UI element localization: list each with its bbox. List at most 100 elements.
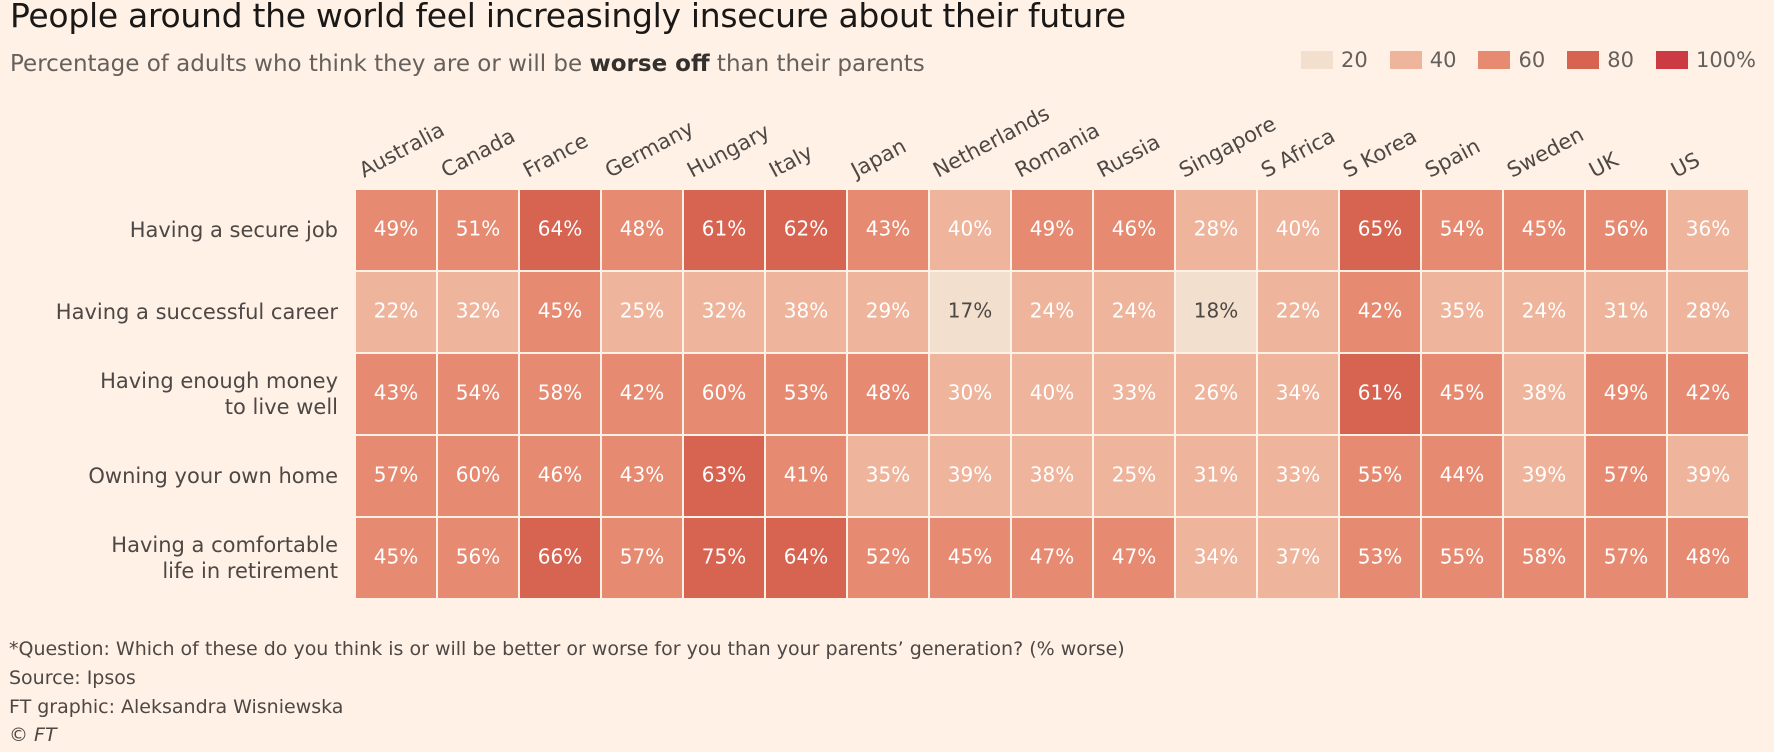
cell-value: 45% (374, 545, 418, 569)
cell-value: 64% (784, 545, 828, 569)
cell-value: 62% (784, 217, 828, 241)
heatmap-cell (766, 354, 846, 434)
heatmap-cell (1176, 518, 1256, 598)
heatmap-cell (602, 190, 682, 270)
heatmap-cell (520, 518, 600, 598)
cell-value: 48% (1686, 545, 1730, 569)
heatmap-cell (356, 190, 436, 270)
legend-swatch (1655, 51, 1688, 69)
cell-value: 25% (620, 299, 664, 323)
cell-value: 49% (374, 217, 418, 241)
column-label: Italy (765, 140, 816, 183)
cell-value: 18% (1194, 299, 1238, 323)
cell-value: 54% (1440, 217, 1484, 241)
row-label: life in retirement (162, 559, 338, 583)
column-label: Spain (1421, 134, 1484, 183)
cell-value: 32% (702, 299, 746, 323)
heatmap-cell (1668, 272, 1748, 352)
subtitle-emphasis: worse off (589, 51, 710, 77)
cell-value: 17% (948, 299, 992, 323)
cell-value: 38% (1522, 381, 1566, 405)
heatmap-cell (602, 518, 682, 598)
heatmap-cell (1012, 518, 1092, 598)
column-label: UK (1585, 147, 1623, 182)
cell-value: 60% (456, 463, 500, 487)
cell-value: 40% (1276, 217, 1320, 241)
heatmap-cell (1668, 354, 1748, 434)
column-label: Germany (601, 116, 697, 183)
cell-value: 57% (1604, 545, 1648, 569)
cell-value: 26% (1194, 381, 1238, 405)
cell-value: 58% (1522, 545, 1566, 569)
heatmap-cell (1504, 436, 1584, 516)
heatmap-cell (356, 518, 436, 598)
heatmap-cell (1504, 272, 1584, 352)
legend-item: 80 (1567, 48, 1634, 72)
heatmap-cell (684, 354, 764, 434)
cell-value: 40% (1030, 381, 1074, 405)
footnote-question: *Question: Which of these do you think i… (9, 638, 1125, 660)
cell-value: 24% (1112, 299, 1156, 323)
heatmap-cell (1668, 518, 1748, 598)
cell-value: 44% (1440, 463, 1484, 487)
cell-value: 47% (1030, 545, 1074, 569)
cell-value: 38% (1030, 463, 1074, 487)
heatmap-cell (1176, 190, 1256, 270)
cell-value: 42% (620, 381, 664, 405)
heatmap-cell (520, 272, 600, 352)
heatmap-cell (1422, 518, 1502, 598)
cell-value: 46% (1112, 217, 1156, 241)
heatmap-cell (1422, 190, 1502, 270)
cell-value: 51% (456, 217, 500, 241)
heatmap-cell (684, 518, 764, 598)
heatmap-cell (356, 354, 436, 434)
row-label: Having enough money (100, 369, 338, 393)
cell-value: 54% (456, 381, 500, 405)
row-label: to live well (225, 395, 338, 419)
cell-value: 35% (866, 463, 910, 487)
heatmap-cell (1094, 272, 1174, 352)
heatmap-cell (438, 436, 518, 516)
footnote-source: Source: Ipsos (9, 667, 136, 689)
heatmap-cell (1504, 518, 1584, 598)
legend-item: 40 (1389, 48, 1457, 72)
cell-value: 46% (538, 463, 582, 487)
heatmap-cell (1504, 354, 1584, 434)
heatmap-cell (848, 190, 928, 270)
heatmap-cell (1586, 354, 1666, 434)
legend-label: 20 (1341, 48, 1368, 72)
heatmap-cell (930, 436, 1010, 516)
cell-value: 28% (1686, 299, 1730, 323)
heatmap-cell (520, 190, 600, 270)
cell-value: 34% (1194, 545, 1238, 569)
cell-value: 45% (538, 299, 582, 323)
heatmap-cell (602, 272, 682, 352)
cell-value: 24% (1522, 299, 1566, 323)
chart-title: People around the world feel increasingl… (10, 0, 1126, 35)
heatmap-cell (1258, 518, 1338, 598)
chart-subtitle: Percentage of adults who think they are … (10, 51, 925, 77)
cell-value: 31% (1604, 299, 1648, 323)
heatmap-cell (1012, 436, 1092, 516)
legend-label: 40 (1429, 48, 1457, 72)
cell-value: 28% (1194, 217, 1238, 241)
heatmap-cell (848, 436, 928, 516)
cell-value: 47% (1112, 545, 1156, 569)
cell-value: 52% (866, 545, 910, 569)
heatmap-cell (520, 354, 600, 434)
cell-value: 40% (948, 217, 992, 241)
heatmap-cell (1012, 354, 1092, 434)
cell-value: 58% (538, 381, 582, 405)
heatmap-cell (766, 436, 846, 516)
heatmap-cell (766, 190, 846, 270)
row-label: Having a successful career (56, 300, 339, 324)
heatmap-cell (1258, 436, 1338, 516)
column-label: Russia (1093, 130, 1164, 183)
cell-value: 24% (1030, 299, 1074, 323)
column-label: US (1667, 148, 1704, 183)
legend-item: 100% (1655, 48, 1756, 72)
cell-value: 56% (456, 545, 500, 569)
column-label: Hungary (683, 119, 773, 182)
heatmap-cell (930, 272, 1010, 352)
cell-value: 66% (538, 545, 582, 569)
